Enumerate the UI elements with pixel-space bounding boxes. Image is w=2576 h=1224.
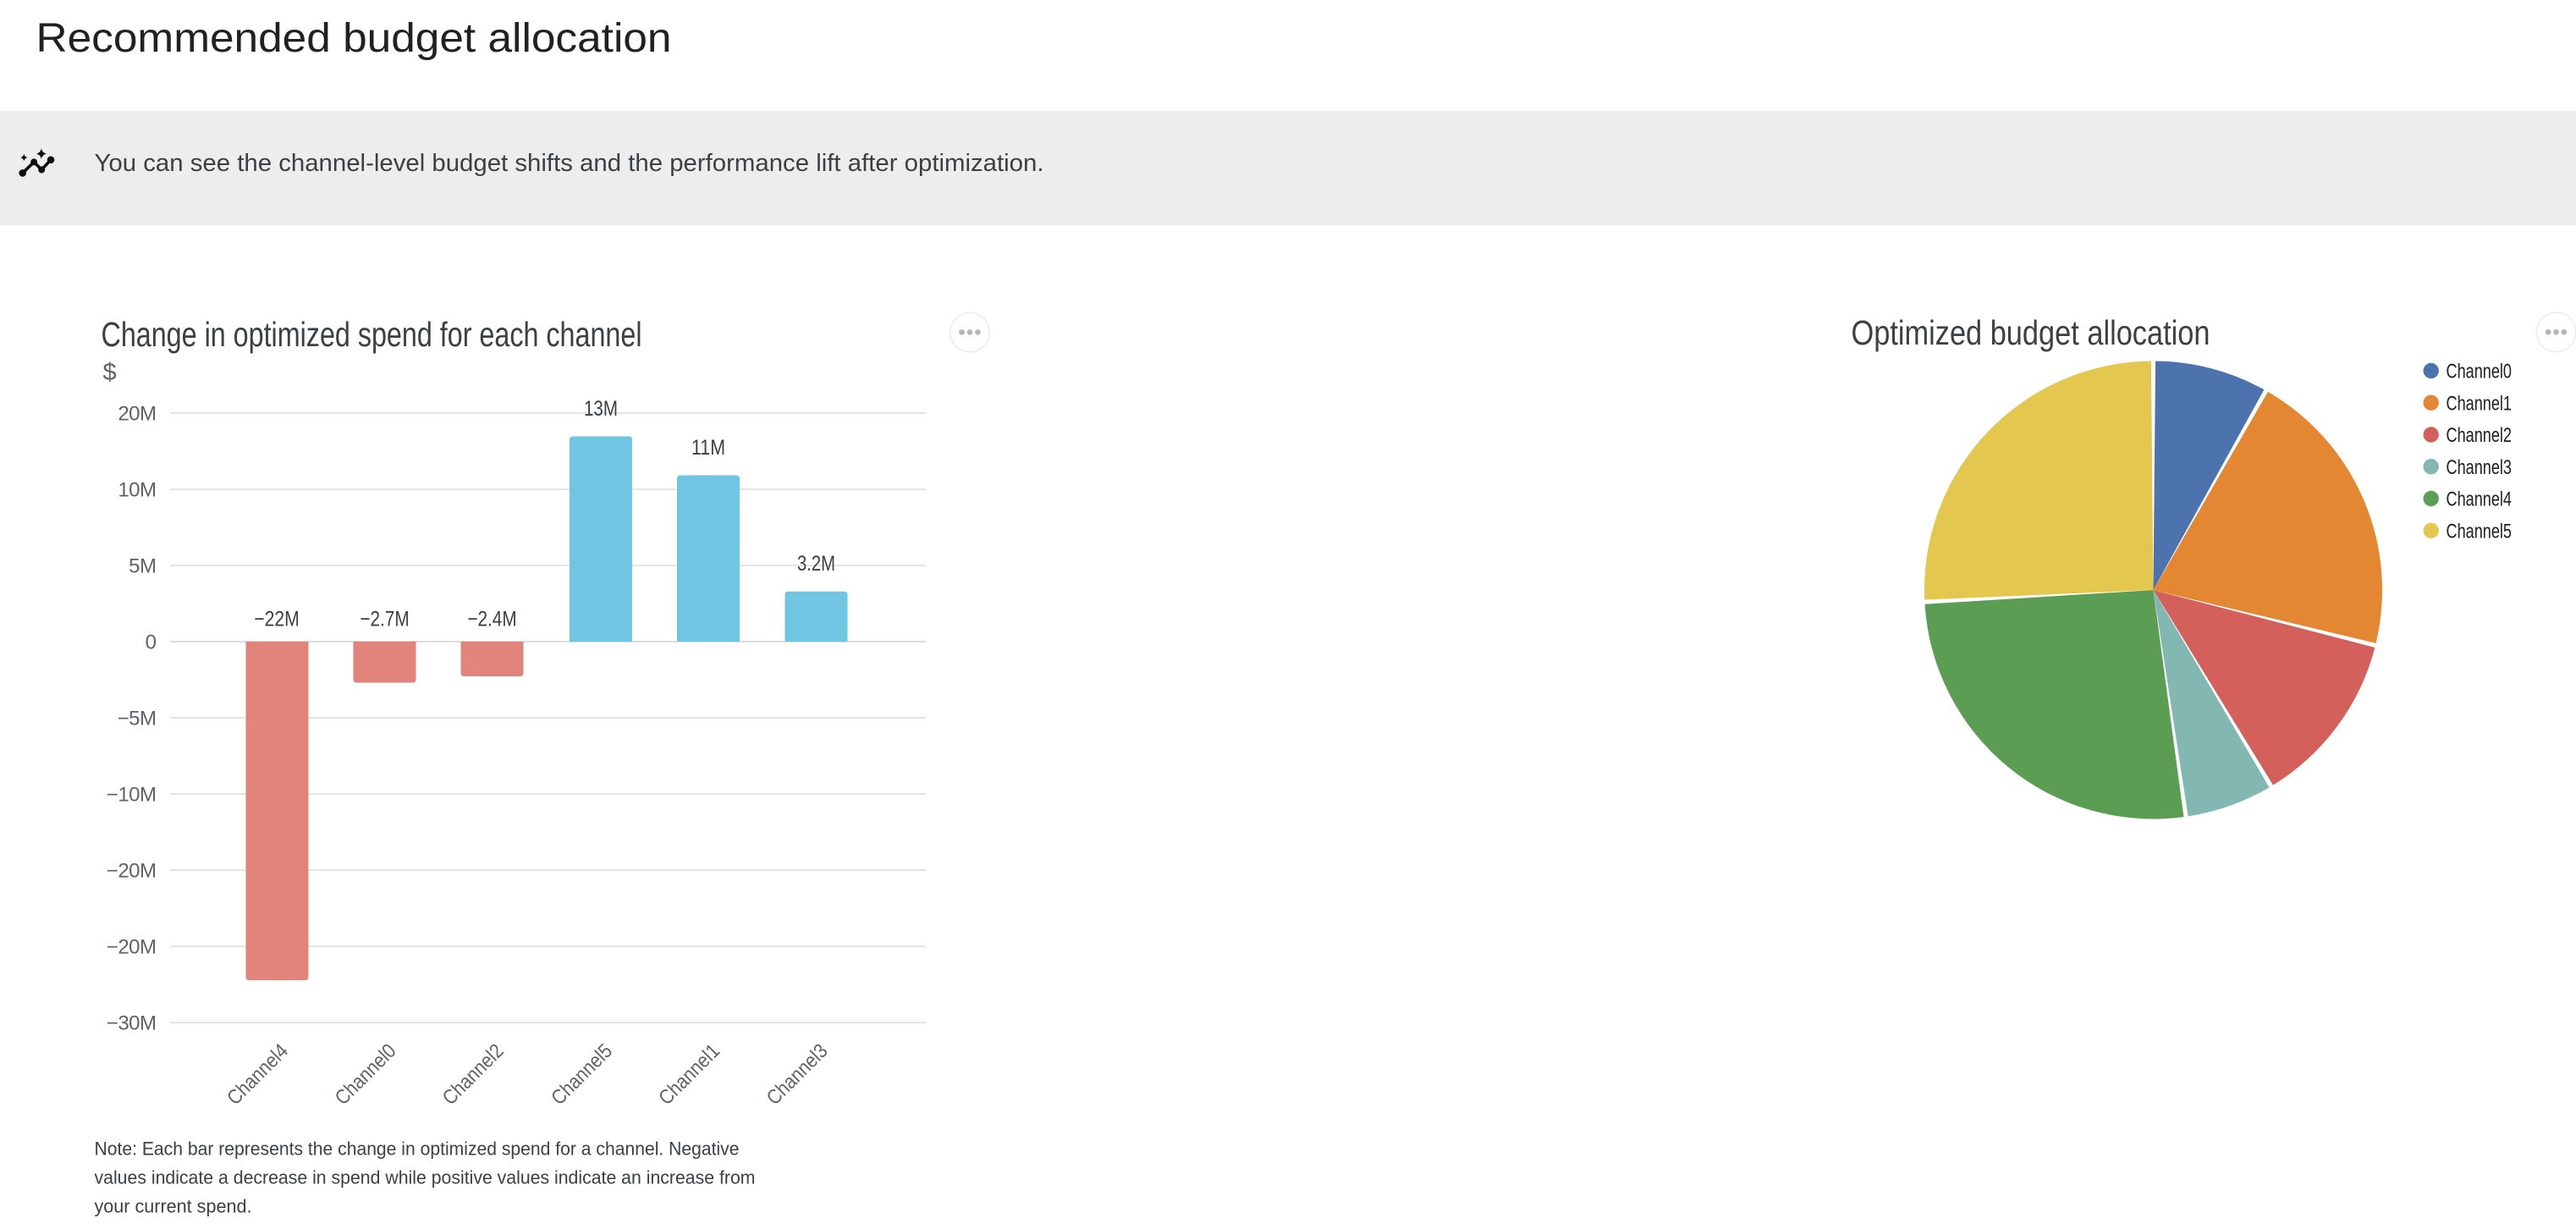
- svg-text:Channel5: Channel5: [2447, 520, 2513, 543]
- svg-text:−22M: −22M: [254, 608, 300, 631]
- svg-text:10M: 10M: [118, 479, 156, 502]
- svg-text:−10M: −10M: [107, 784, 157, 807]
- svg-text:−5M: −5M: [118, 708, 157, 731]
- svg-text:Channel4: Channel4: [2447, 488, 2513, 511]
- svg-text:13M: 13M: [584, 397, 618, 421]
- svg-text:−20M: −20M: [107, 936, 157, 959]
- svg-text:20M: 20M: [118, 403, 156, 426]
- svg-text:values indicate a decrease in: values indicate a decrease in spend whil…: [95, 1167, 756, 1188]
- svg-text:Channel1: Channel1: [2447, 392, 2513, 415]
- svg-text:$: $: [103, 359, 117, 386]
- svg-text:5M: 5M: [129, 555, 156, 578]
- svg-text:Channel3: Channel3: [2447, 456, 2513, 479]
- svg-text:−30M: −30M: [107, 1012, 157, 1035]
- svg-text:Channel2: Channel2: [2447, 424, 2513, 447]
- svg-text:−2.7M: −2.7M: [360, 608, 409, 631]
- svg-text:Recommended budget allocation: Recommended budget allocation: [36, 16, 672, 61]
- svg-text:−2.4M: −2.4M: [467, 608, 516, 631]
- svg-text:Channel0: Channel0: [2447, 361, 2513, 383]
- svg-text:Optimized budget allocation: Optimized budget allocation: [1852, 313, 2210, 352]
- svg-text:3.2M: 3.2M: [797, 552, 835, 576]
- svg-text:0: 0: [146, 631, 157, 654]
- svg-text:11M: 11M: [691, 436, 725, 460]
- svg-text:your current spend.: your current spend.: [95, 1196, 252, 1217]
- svg-text:Change in optimized spend for: Change in optimized spend for each chann…: [102, 315, 642, 354]
- svg-text:Note: Each bar represents the: Note: Each bar represents the change in …: [95, 1139, 740, 1160]
- svg-text:−20M: −20M: [107, 860, 157, 883]
- svg-text:You can see the channel-level: You can see the channel-level budget shi…: [95, 150, 1044, 177]
